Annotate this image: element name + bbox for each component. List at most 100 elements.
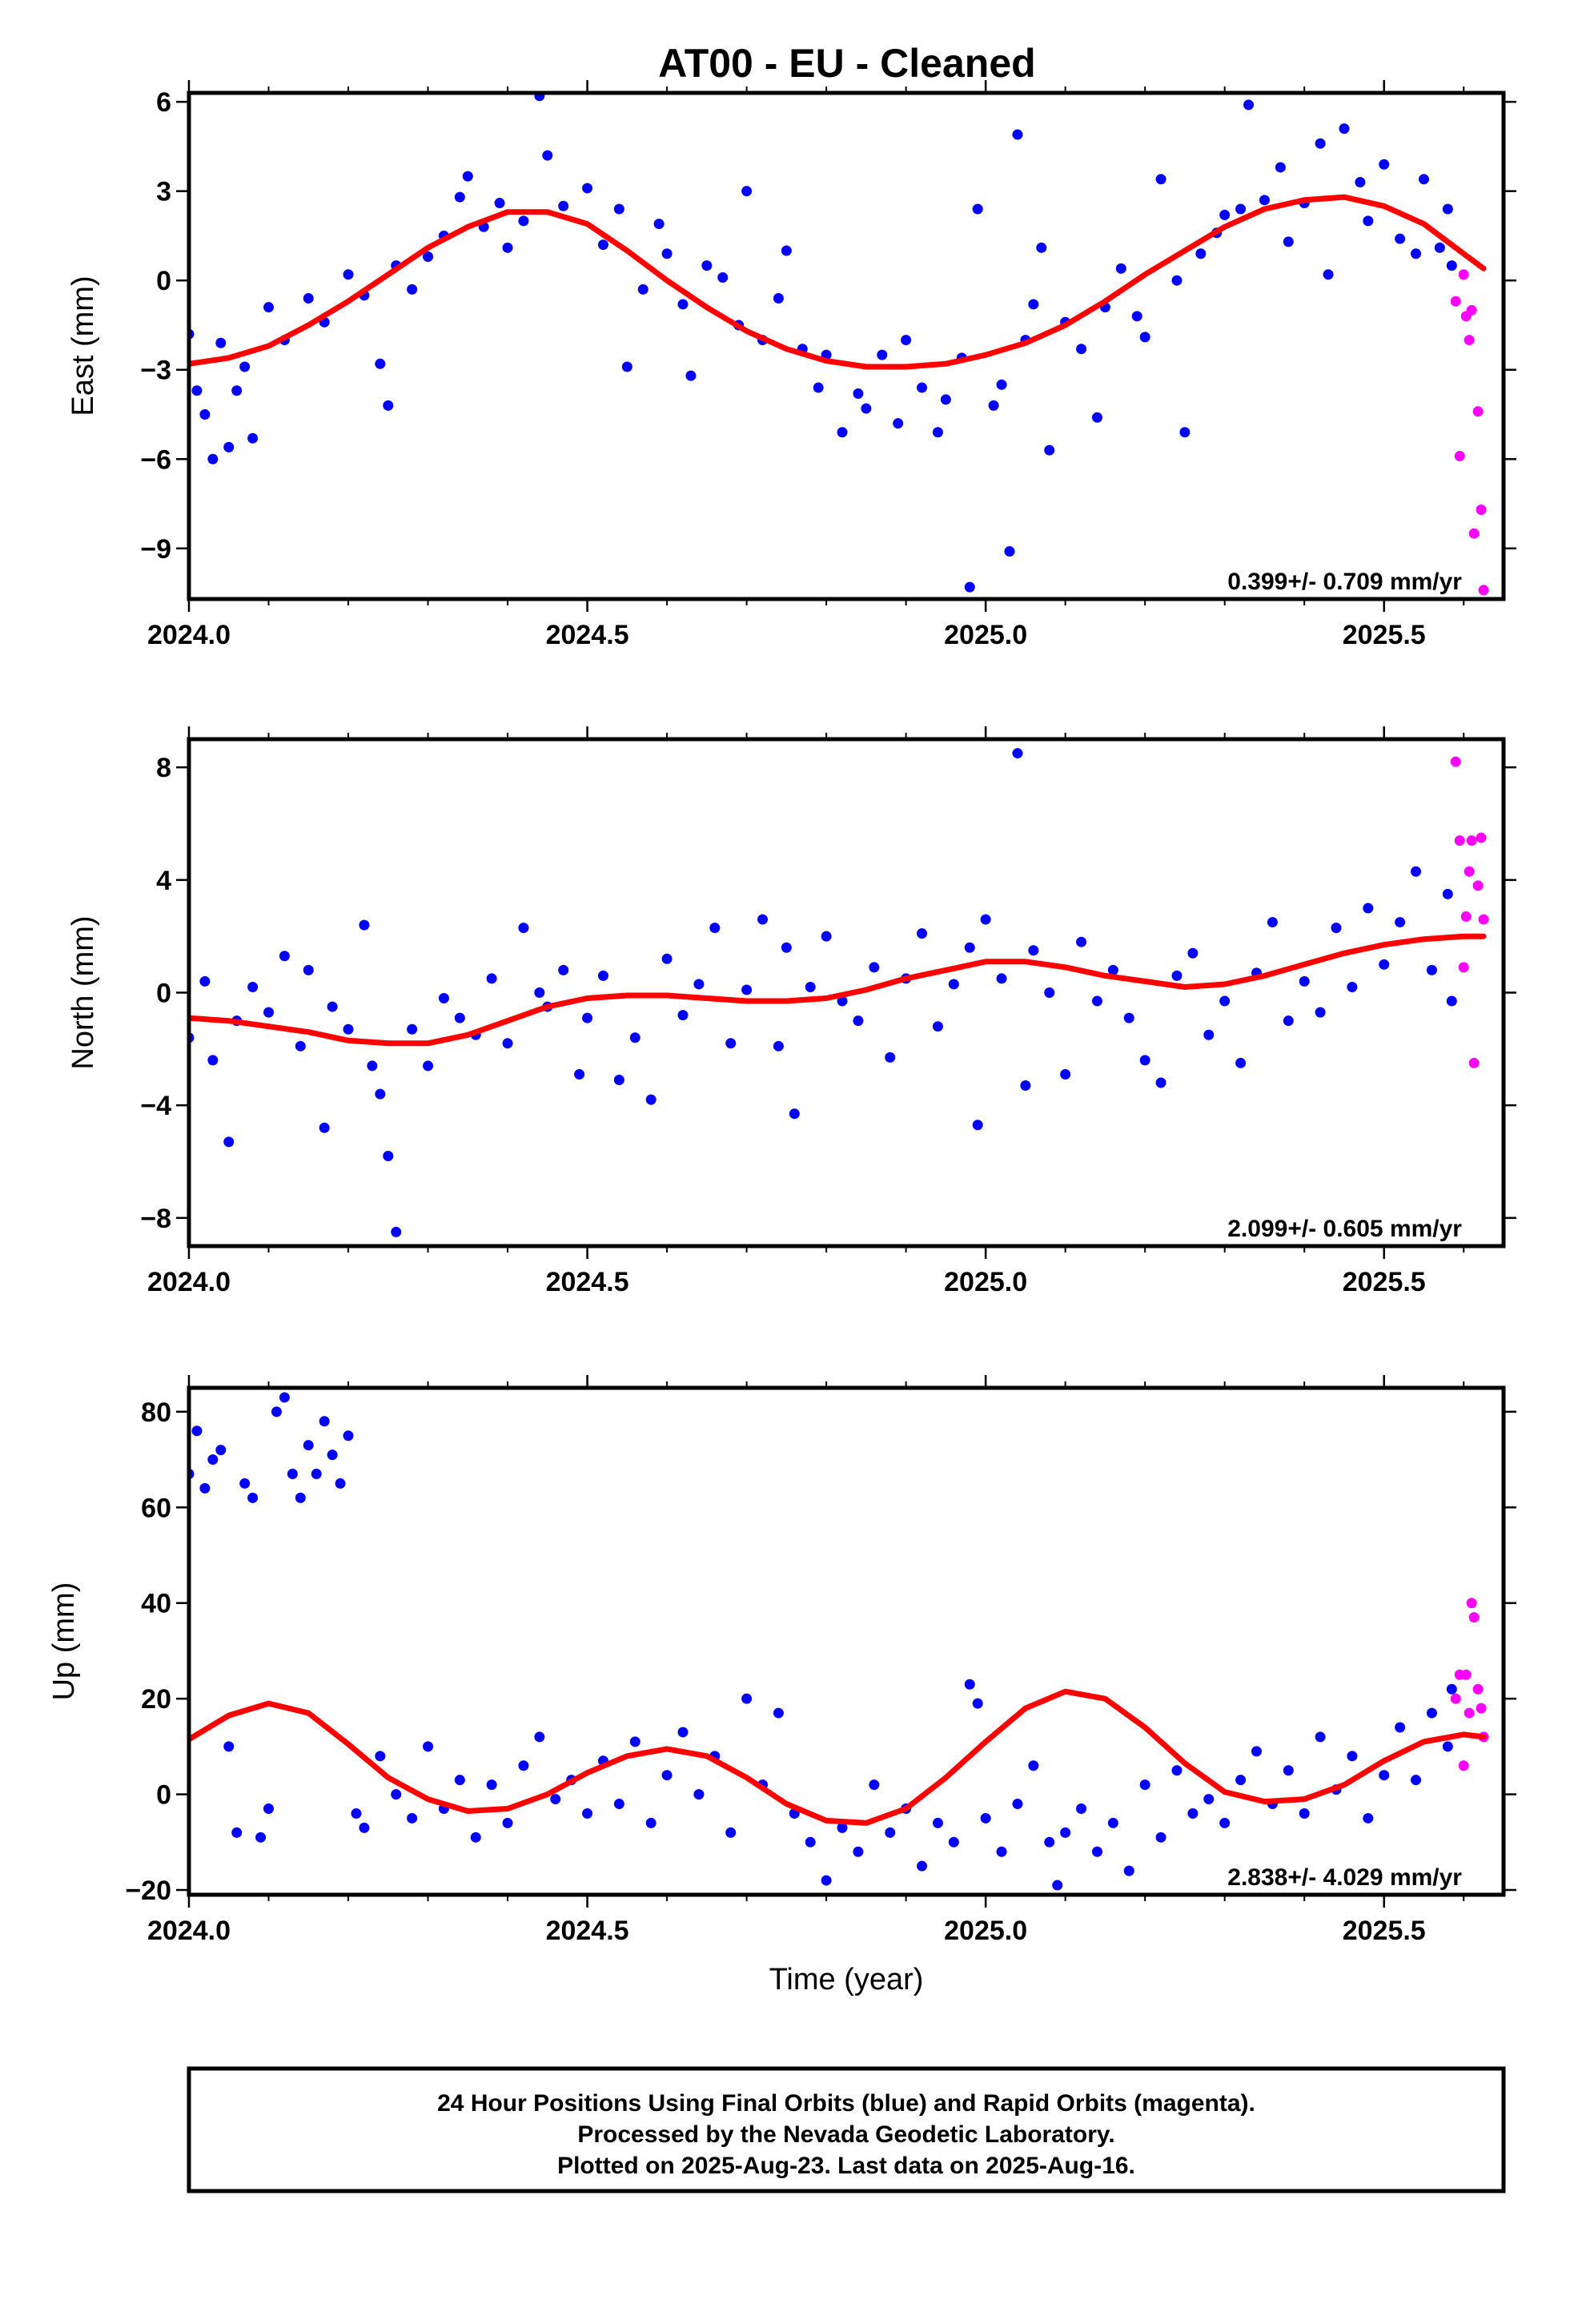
up-final-orbit-point xyxy=(1442,1741,1453,1752)
up-rapid-orbit-point xyxy=(1458,1760,1469,1771)
east-final-orbit-point xyxy=(1446,260,1457,271)
east-final-orbit-point xyxy=(1036,242,1047,253)
up-final-orbit-point xyxy=(1283,1765,1294,1776)
north-y-tick-label: −4 xyxy=(140,1091,171,1121)
east-x-tick-label: 2025.5 xyxy=(1343,620,1426,650)
north-final-orbit-point xyxy=(741,984,753,995)
east-final-orbit-point xyxy=(741,186,753,197)
up-final-orbit-point xyxy=(486,1779,497,1791)
up-final-orbit-point xyxy=(223,1741,235,1752)
up-final-orbit-point xyxy=(582,1807,593,1819)
up-final-orbit-point xyxy=(1379,1770,1390,1781)
up-rapid-orbit-point xyxy=(1468,1612,1480,1623)
north-final-orbit-point xyxy=(773,1040,784,1051)
up-final-orbit-point xyxy=(1347,1751,1358,1762)
east-y-tick-label: −6 xyxy=(140,444,171,475)
caption-line-1: 24 Hour Positions Using Final Orbits (bl… xyxy=(437,2090,1255,2117)
east-final-orbit-point xyxy=(773,293,784,304)
east-final-orbit-point xyxy=(1155,174,1166,185)
caption-line-3: Plotted on 2025-Aug-23. Last data on 202… xyxy=(557,2153,1135,2179)
up-rapid-orbit-point xyxy=(1476,1703,1487,1714)
east-final-orbit-point xyxy=(996,379,1007,390)
up-final-orbit-point xyxy=(629,1736,640,1747)
east-final-orbit-point xyxy=(837,427,848,438)
east-final-orbit-point xyxy=(1115,263,1126,274)
east-final-orbit-point xyxy=(582,183,593,194)
up-x-tick-label: 2025.5 xyxy=(1343,1916,1426,1946)
north-final-orbit-point xyxy=(1044,987,1055,998)
up-x-tick-label: 2025.0 xyxy=(944,1916,1027,1946)
north-final-orbit-point xyxy=(972,1120,983,1131)
north-y-tick-label: 8 xyxy=(156,753,171,783)
east-final-orbit-point xyxy=(932,427,943,438)
up-final-orbit-point xyxy=(287,1468,298,1479)
east-final-orbit-point xyxy=(653,219,665,230)
north-final-orbit-point xyxy=(1155,1077,1166,1088)
up-x-axis-label: Time (year) xyxy=(769,1963,924,1996)
north-final-orbit-point xyxy=(781,942,792,953)
up-final-orbit-point xyxy=(239,1478,251,1489)
up-final-orbit-point xyxy=(725,1827,737,1838)
up-final-orbit-point xyxy=(805,1836,816,1848)
up-velocity-rate: 2.838+/- 4.029 mm/yr xyxy=(1227,1864,1462,1891)
north-panel: 2024.0 2024.5 2025.0 2025.5 8 4 0 −4 −8 North (mm… xyxy=(66,726,1516,1297)
north-y-tick-label: −8 xyxy=(140,1204,171,1234)
up-y-tick-label: 60 xyxy=(141,1493,171,1523)
east-final-orbit-point xyxy=(1179,427,1191,438)
chart-title: AT00 - EU - Cleaned xyxy=(658,41,1035,86)
up-final-orbit-point xyxy=(343,1430,354,1441)
east-final-orbit-point xyxy=(1171,275,1182,286)
east-rapid-orbit-point xyxy=(1476,504,1487,515)
east-final-orbit-point xyxy=(972,203,983,215)
east-rapid-orbit-point xyxy=(1464,335,1475,346)
up-final-orbit-point xyxy=(1426,1707,1437,1719)
north-final-orbit-point xyxy=(1060,1068,1071,1080)
up-final-orbit-point xyxy=(311,1468,322,1479)
up-final-orbit-point xyxy=(1187,1807,1199,1819)
up-y-tick-label: 40 xyxy=(141,1589,171,1619)
north-y-axis-label: North (mm) xyxy=(66,915,100,1069)
up-final-orbit-point xyxy=(1411,1775,1422,1786)
up-final-orbit-point xyxy=(1044,1836,1055,1848)
north-final-orbit-point xyxy=(709,923,721,934)
north-final-orbit-point xyxy=(885,1051,896,1063)
east-final-orbit-point xyxy=(239,361,251,372)
up-final-orbit-point xyxy=(191,1425,203,1437)
east-rapid-orbit-point xyxy=(1478,585,1489,596)
east-final-orbit-point xyxy=(542,150,553,161)
east-final-orbit-point xyxy=(454,191,465,203)
east-final-orbit-point xyxy=(303,293,314,304)
up-final-orbit-point xyxy=(1139,1779,1150,1791)
north-final-orbit-point xyxy=(303,964,314,975)
east-final-orbit-point xyxy=(853,388,864,399)
up-final-orbit-point xyxy=(773,1707,784,1719)
north-final-orbit-point xyxy=(1315,1007,1326,1018)
up-final-orbit-point xyxy=(534,1731,545,1743)
north-final-orbit-point xyxy=(677,1010,689,1021)
up-final-orbit-point xyxy=(247,1492,259,1503)
east-final-orbit-point xyxy=(685,370,697,381)
north-rapid-orbit-point xyxy=(1454,835,1465,846)
caption-box: 24 Hour Positions Using Final Orbits (bl… xyxy=(187,2066,1506,2193)
up-final-orbit-point xyxy=(1107,1817,1118,1828)
up-final-orbit-point xyxy=(853,1846,864,1857)
up-final-orbit-point xyxy=(1052,1880,1063,1891)
up-final-orbit-point xyxy=(295,1492,306,1503)
east-final-orbit-point xyxy=(1339,123,1350,135)
north-x-tick-label: 2025.5 xyxy=(1343,1267,1426,1297)
north-final-orbit-point xyxy=(948,979,959,990)
up-final-orbit-point xyxy=(351,1807,362,1819)
north-plot-area xyxy=(189,748,1489,1237)
north-rapid-orbit-point xyxy=(1468,1057,1480,1068)
up-final-orbit-point xyxy=(207,1454,219,1466)
north-final-orbit-point xyxy=(1235,1057,1247,1068)
north-rapid-orbit-point xyxy=(1476,832,1487,843)
up-y-tick-label: 80 xyxy=(141,1397,171,1428)
up-final-orbit-point xyxy=(917,1860,928,1872)
up-final-orbit-point xyxy=(1123,1865,1134,1876)
east-final-orbit-point xyxy=(1395,233,1406,244)
north-final-orbit-point xyxy=(486,973,497,984)
east-final-orbit-point xyxy=(1259,195,1270,206)
up-final-orbit-point xyxy=(335,1478,346,1489)
north-final-orbit-point xyxy=(1139,1055,1150,1066)
